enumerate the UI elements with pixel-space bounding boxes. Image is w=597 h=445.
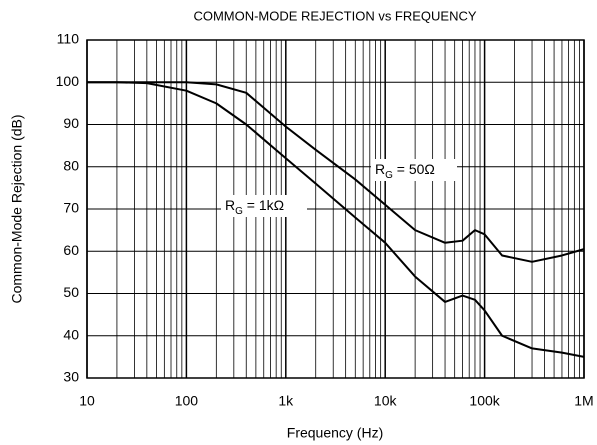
series-line (87, 81, 585, 263)
y-tick-label: 30 (63, 369, 79, 385)
label-subscript: G (385, 170, 393, 181)
label-part: R (225, 197, 235, 213)
label-part: R (375, 161, 385, 177)
x-tick-label: 10 (79, 393, 95, 409)
label-part: = 50Ω (393, 161, 435, 177)
label-subscript: G (235, 206, 243, 217)
y-tick-label: 110 (57, 31, 80, 47)
y-tick-label: 80 (63, 157, 79, 173)
label-part: = 1kΩ (243, 197, 284, 213)
series-line (87, 81, 585, 358)
label-bg (221, 195, 307, 217)
y-tick-label: 100 (56, 73, 80, 89)
x-tick-label: 1k (278, 393, 294, 409)
y-tick-label: 70 (63, 200, 79, 216)
y-tick-label: 90 (63, 115, 79, 131)
x-tick-label: 100 (175, 393, 199, 409)
y-tick-label: 60 (63, 242, 79, 258)
y-tick-label: 40 (63, 326, 79, 342)
series-label: RG = 1kΩ (225, 197, 284, 217)
label-bg (371, 159, 457, 181)
y-axis-label: Common-Mode Rejection (dB) (9, 114, 25, 303)
chart-title: COMMON-MODE REJECTION vs FREQUENCY (193, 8, 476, 23)
y-tick-label: 50 (63, 284, 79, 300)
x-axis-label: Frequency (Hz) (287, 425, 383, 441)
series-label: RG = 50Ω (375, 161, 435, 181)
x-tick-label: 10k (374, 393, 398, 409)
plot-frame (86, 39, 585, 379)
x-tick-label: 100k (469, 393, 500, 409)
x-tick-label: 1M (574, 393, 593, 409)
